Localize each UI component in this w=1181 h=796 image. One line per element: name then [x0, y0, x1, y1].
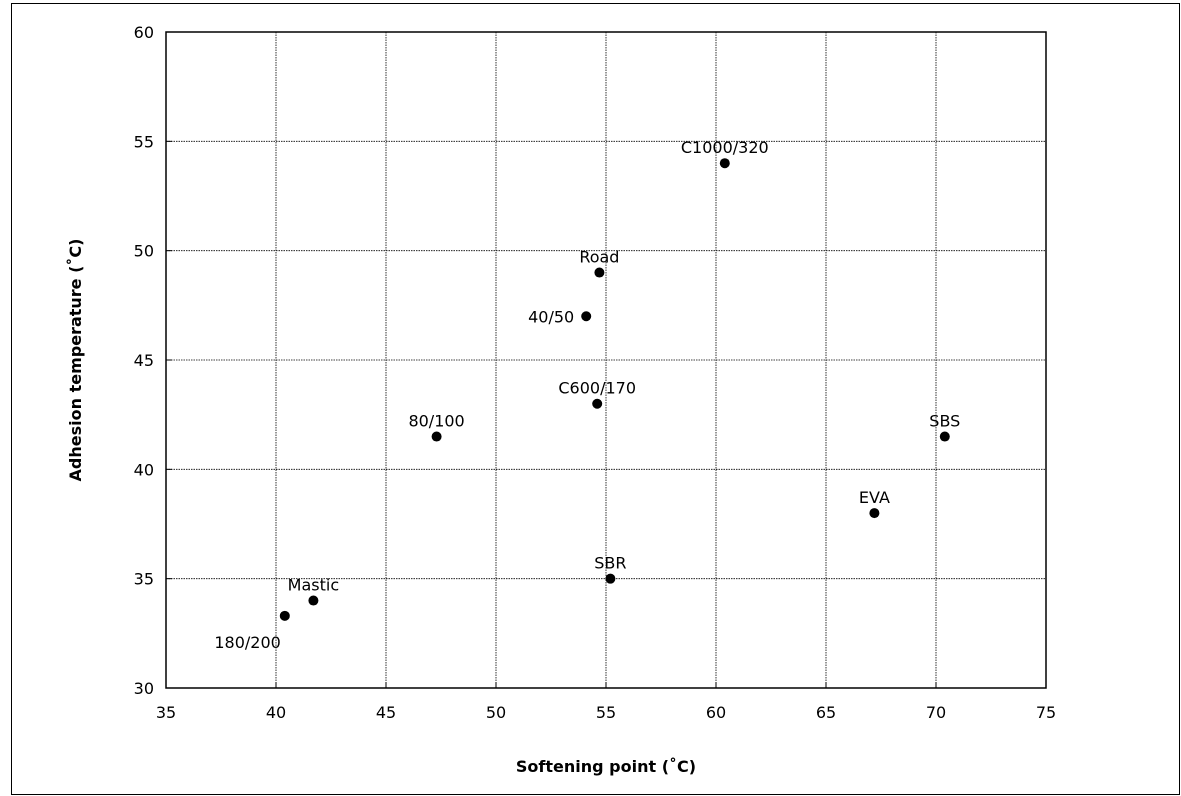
point-marker — [581, 311, 592, 322]
y-tick-label: 35 — [134, 570, 154, 589]
x-tick-label: 65 — [816, 703, 836, 722]
point-marker — [869, 508, 880, 519]
x-tick-label: 70 — [926, 703, 946, 722]
y-tick-label: 60 — [134, 23, 154, 42]
data-point: C600/170 — [558, 379, 636, 409]
point-label: Mastic — [288, 576, 339, 595]
data-point: Mastic — [288, 576, 339, 606]
point-label: C1000/320 — [681, 138, 769, 157]
y-tick-label: 30 — [134, 679, 154, 698]
data-point: C1000/320 — [681, 138, 769, 169]
y-axis-title: Adhesion temperature (˚C) — [66, 239, 85, 482]
data-point: 180/200 — [214, 610, 290, 652]
point-label: 40/50 — [528, 307, 574, 326]
data-point: Road — [579, 248, 619, 278]
data-point: EVA — [859, 488, 890, 519]
point-label: SBR — [594, 554, 626, 573]
x-axis-title: Softening point (˚C) — [516, 757, 696, 776]
x-tick-label: 45 — [376, 703, 396, 722]
y-tick-label: 55 — [134, 132, 154, 151]
point-label: EVA — [859, 488, 890, 507]
point-marker — [279, 610, 290, 621]
point-label: SBS — [929, 412, 960, 431]
x-tick-label: 75 — [1036, 703, 1056, 722]
point-marker — [719, 158, 730, 169]
data-point: 80/100 — [408, 412, 465, 442]
y-tick-label: 45 — [134, 351, 154, 370]
x-tick-label: 60 — [706, 703, 726, 722]
point-label: 80/100 — [408, 412, 464, 431]
point-marker — [939, 431, 950, 442]
x-tick-label: 50 — [486, 703, 506, 722]
data-point: 40/50 — [528, 307, 592, 326]
x-tick-label: 35 — [156, 703, 176, 722]
data-point: SBR — [594, 554, 627, 584]
data-point: SBS — [929, 412, 960, 442]
x-tick-label: 55 — [596, 703, 616, 722]
point-marker — [594, 267, 605, 278]
point-marker — [431, 431, 442, 442]
point-marker — [605, 573, 616, 584]
x-tick-label: 40 — [266, 703, 286, 722]
chart-frame: 35 40 45 50 55 60 65 70 75 30 35 40 45 50 55 60 180/200… — [11, 3, 1180, 795]
point-label: C600/170 — [558, 379, 636, 398]
data-points: 180/200 Mastic 80/100 40/50 Road C600/170 SBR C… — [214, 138, 960, 652]
y-tick-label: 50 — [134, 242, 154, 261]
y-tick-label: 40 — [134, 460, 154, 479]
point-marker — [592, 398, 603, 409]
point-label: Road — [579, 248, 619, 267]
point-label: 180/200 — [214, 633, 280, 652]
point-marker — [308, 595, 319, 606]
